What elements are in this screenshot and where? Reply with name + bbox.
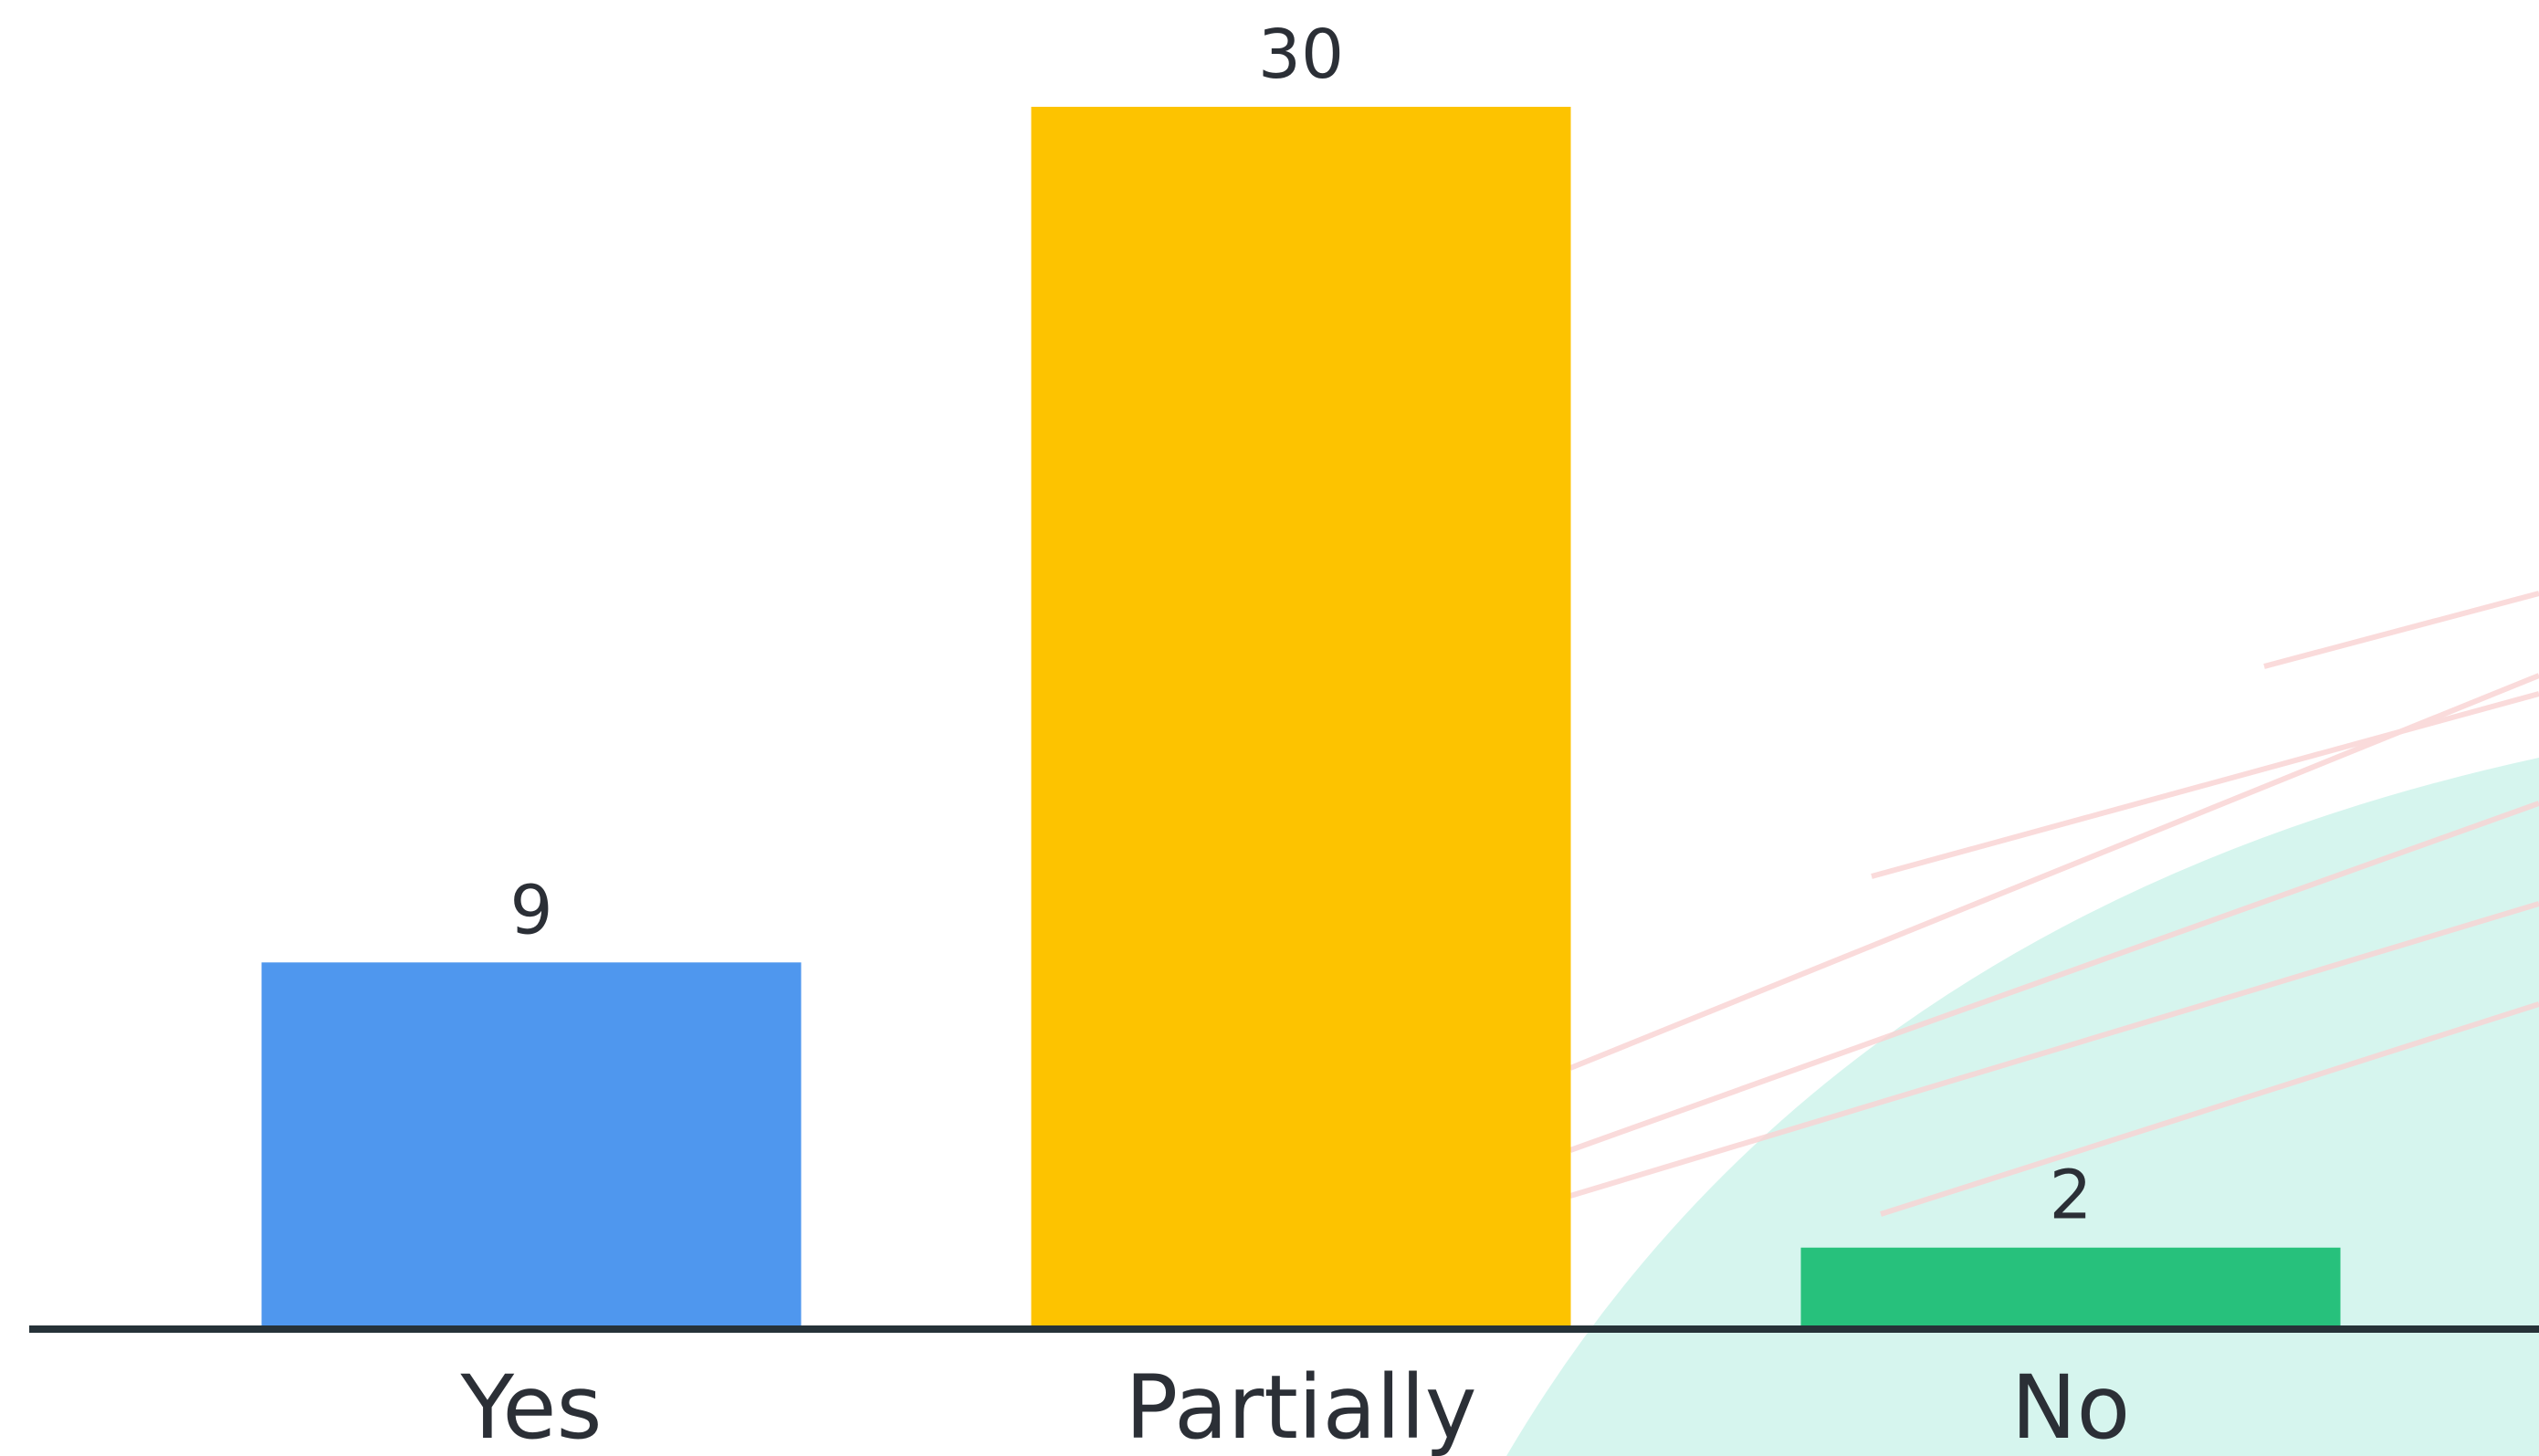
value-label: 2 [2049,1157,2092,1235]
value-label: 30 [1258,16,1344,94]
bar [261,962,802,1329]
value-label: 9 [509,871,552,949]
x-tick-label: Partially [1125,1356,1476,1456]
x-tick-label: No [2011,1356,2131,1456]
x-tick-label: Yes [460,1356,603,1456]
bar [1800,1247,2341,1329]
bar [1031,107,1571,1329]
